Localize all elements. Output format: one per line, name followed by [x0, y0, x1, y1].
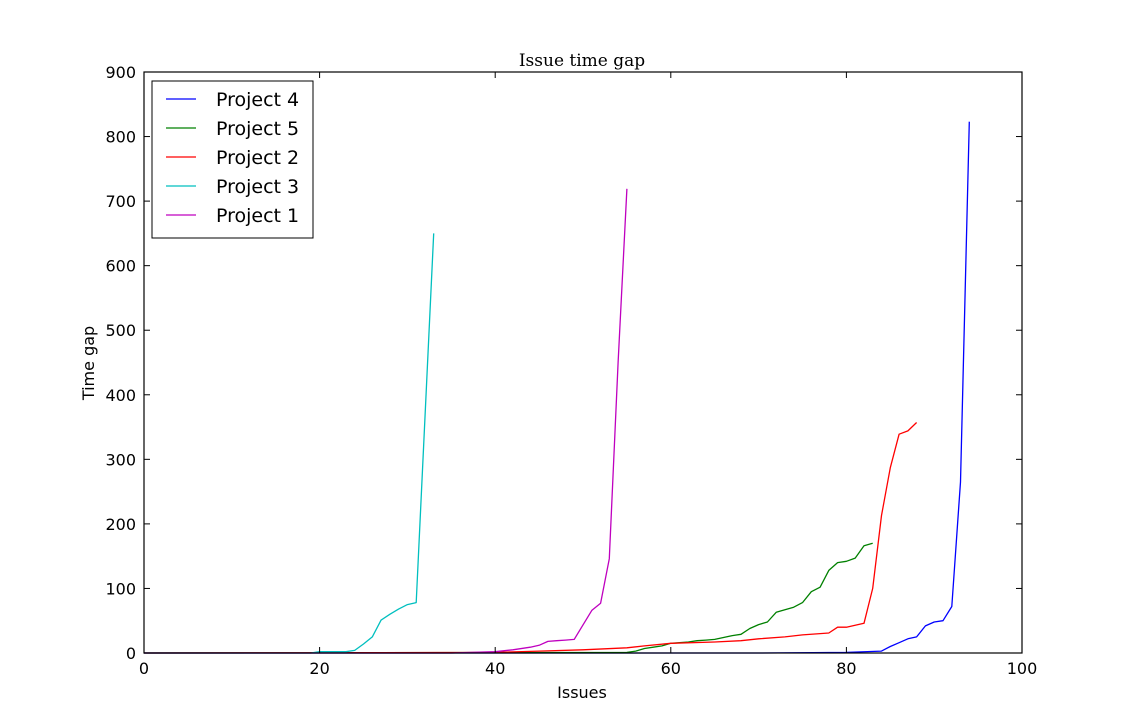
- y-tick-label: 700: [105, 192, 136, 211]
- y-tick-label: 200: [105, 515, 136, 534]
- axis-ticks: 0 20 40 60 80 100 0 100 200 300 400 500 600 700 800 900: [105, 63, 1037, 678]
- y-tick-label: 100: [105, 579, 136, 598]
- axes-frame: [143, 71, 1023, 654]
- y-tick-label: 800: [105, 128, 136, 147]
- series-line-project-1: [144, 188, 628, 654]
- x-tick-label: 40: [485, 659, 505, 678]
- legend: Project 4 Project 5 Project 2 Project 3 Proj…: [151, 80, 314, 239]
- x-tick-label: 60: [661, 659, 681, 678]
- x-tick-label: 20: [309, 659, 329, 678]
- x-tick-label: 80: [836, 659, 856, 678]
- legend-box: [151, 80, 314, 239]
- series-line-project-4: [144, 121, 970, 654]
- y-tick-label: 600: [105, 257, 136, 276]
- y-tick-label: 400: [105, 386, 136, 405]
- series-line-project-2: [143, 422, 918, 654]
- y-tick-label: 0: [126, 644, 136, 663]
- x-axis-label: Issues: [557, 683, 607, 702]
- chart-title: Issue time gap: [519, 51, 645, 71]
- legend-label: Project 1: [216, 205, 299, 227]
- legend-label: Project 5: [216, 118, 299, 140]
- legend-label: Project 2: [216, 147, 299, 169]
- y-axis-label: Time gap: [79, 326, 98, 401]
- y-tick-label: 300: [105, 450, 136, 469]
- x-tick-label: 100: [1007, 659, 1038, 678]
- x-tick-label: 0: [139, 659, 149, 678]
- series-line-project-5: [143, 542, 873, 654]
- legend-label: Project 3: [216, 176, 299, 198]
- legend-label: Project 4: [216, 89, 299, 111]
- y-tick-label: 500: [105, 321, 136, 340]
- y-tick-label: 900: [105, 63, 136, 82]
